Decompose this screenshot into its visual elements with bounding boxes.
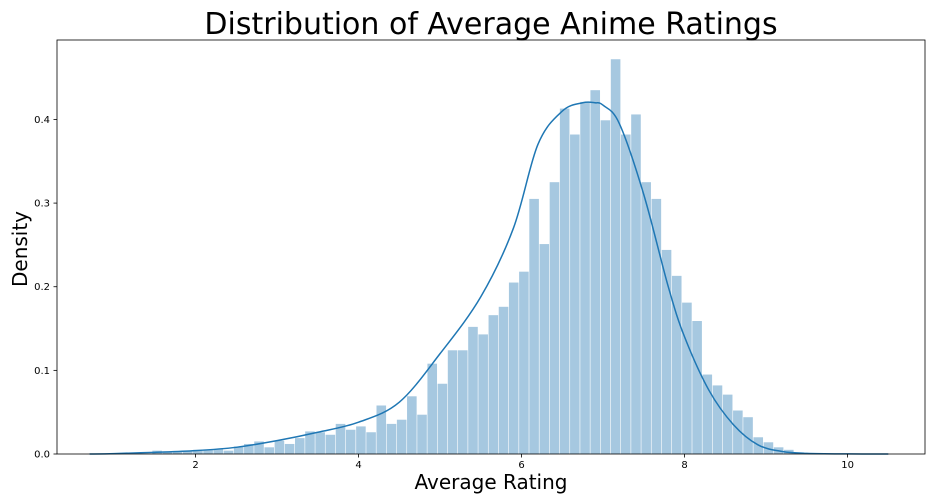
histogram-bar xyxy=(223,450,234,454)
histogram-bar xyxy=(213,448,224,454)
x-tick-label: 10 xyxy=(841,460,854,471)
plot-area-frame xyxy=(56,39,926,455)
y-tick-label: 0.0 xyxy=(34,450,50,461)
histogram-bar xyxy=(366,432,376,454)
histogram-bar xyxy=(651,198,662,454)
histogram-bar xyxy=(244,443,254,454)
histogram-bar xyxy=(570,134,580,454)
histogram-bar xyxy=(437,383,448,454)
histogram-bar xyxy=(529,198,539,454)
histogram-bar xyxy=(671,275,682,454)
histogram-bar xyxy=(182,450,193,454)
histogram-bar xyxy=(335,423,346,454)
x-tick-label: 4 xyxy=(355,460,361,471)
histogram-bar xyxy=(743,417,753,454)
histogram-bar xyxy=(682,302,692,454)
histogram-bar xyxy=(722,394,733,454)
histogram-bar xyxy=(508,282,519,454)
histogram-bar xyxy=(610,59,621,455)
histogram-bar xyxy=(274,440,285,454)
histogram-bar xyxy=(356,426,366,454)
histogram-bar xyxy=(417,414,427,454)
histogram-bar xyxy=(396,419,407,454)
histogram-bar xyxy=(641,182,651,454)
histogram-bar xyxy=(488,315,499,454)
histogram-bar xyxy=(702,374,713,454)
histogram-bar xyxy=(661,249,672,454)
histogram-bar xyxy=(407,396,417,454)
y-axis-ticks: 0.0 0.1 0.2 0.3 0.4 xyxy=(34,115,57,461)
x-tick-label: 8 xyxy=(681,460,687,471)
histogram-bar xyxy=(631,114,641,454)
histogram-bar xyxy=(325,434,336,454)
histogram-bar xyxy=(559,108,570,454)
histogram-bar xyxy=(457,350,468,454)
histogram-bar xyxy=(284,443,295,454)
histogram-bar xyxy=(233,446,244,454)
histogram-bar xyxy=(305,431,315,454)
histogram-bar xyxy=(447,350,458,454)
histogram-bar xyxy=(600,120,611,455)
histogram-bar xyxy=(427,363,438,454)
histogram-bar xyxy=(590,90,601,454)
x-axis-ticks: 2 4 6 8 10 xyxy=(192,454,854,471)
histogram-bars xyxy=(152,59,804,455)
histogram-bar xyxy=(580,101,590,455)
kde-curve-line xyxy=(89,101,889,455)
histogram-bar xyxy=(386,423,397,454)
x-tick-label: 2 xyxy=(192,460,198,471)
histogram-bar xyxy=(254,441,264,454)
histogram-bar xyxy=(162,451,173,454)
y-tick-label: 0.2 xyxy=(34,282,50,293)
histogram-bar xyxy=(519,271,529,454)
histogram-bar xyxy=(345,429,356,454)
y-tick-label: 0.3 xyxy=(34,199,50,210)
histogram-bar xyxy=(712,385,723,454)
x-axis-label: Average Rating xyxy=(415,470,568,494)
y-tick-label: 0.4 xyxy=(34,115,50,126)
y-tick-label: 0.1 xyxy=(34,366,50,377)
y-axis-label: Density xyxy=(8,211,32,287)
histogram-bar xyxy=(315,432,325,454)
histogram-bar xyxy=(376,405,387,454)
histogram-bar xyxy=(498,306,509,454)
histogram-bar xyxy=(620,134,631,454)
histogram-bar xyxy=(172,451,183,454)
chart-title: Distribution of Average Anime Ratings xyxy=(204,7,777,42)
histogram-bar xyxy=(692,321,702,454)
histogram-bar xyxy=(549,182,560,454)
histogram-bar xyxy=(539,244,550,454)
histogram-bar xyxy=(264,447,275,454)
histogram-bar xyxy=(733,410,743,454)
x-tick-label: 6 xyxy=(518,460,524,471)
histogram-bar xyxy=(468,326,478,454)
histogram-bar xyxy=(203,449,213,454)
histogram-bar xyxy=(294,438,305,454)
histogram-bar xyxy=(193,449,203,454)
histogram-bar xyxy=(478,334,488,454)
